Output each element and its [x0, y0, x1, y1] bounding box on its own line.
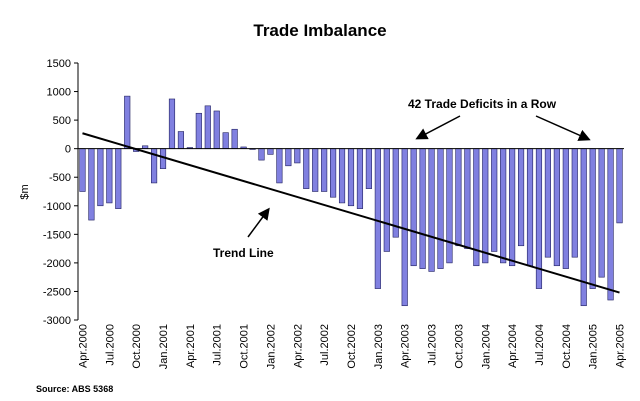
- annotation-arrow-left: [415, 115, 461, 140]
- bar-Feb.2004: [491, 148, 498, 252]
- bar-Nov.2003: [464, 148, 471, 249]
- y-axis: 1500 1000 500 0 -500 -1000 -1500 -2000 -2500 -300…: [43, 58, 78, 327]
- x-tick-label: Oct.2000: [131, 324, 143, 369]
- bar-Nov.2004: [571, 148, 578, 258]
- bar-Feb.2001: [168, 98, 176, 149]
- x-tick-label: Apr.2003: [400, 324, 412, 368]
- bar-May.2002: [303, 148, 310, 189]
- x-tick-label: Jul.2002: [319, 324, 331, 366]
- bar-Dec.2002: [365, 148, 372, 189]
- bar-Jan.2003: [374, 148, 381, 289]
- bar-Apr.2002: [294, 148, 301, 164]
- annotation-arrow-trend: [247, 207, 270, 238]
- bar-May.2000: [88, 148, 95, 221]
- bar-May.2001: [195, 112, 202, 149]
- bar-Mar.2005: [607, 148, 614, 301]
- bar-Sep.2002: [338, 148, 346, 204]
- x-tick-label: Jul.2000: [104, 324, 116, 366]
- annotation-arrow-right: [535, 115, 591, 141]
- bar-Sep.2000: [124, 95, 131, 149]
- bar-Dec.2001: [258, 148, 265, 161]
- x-tick-label: Oct.2002: [346, 324, 358, 369]
- bar-May.2004: [517, 148, 525, 247]
- bar-Feb.2002: [276, 148, 283, 184]
- source-note: Source: ABS 5368: [36, 384, 113, 394]
- bar-Mar.2001: [177, 131, 185, 149]
- bar-Mar.2003: [392, 148, 399, 238]
- bar-Aug.2002: [330, 148, 337, 198]
- x-tick-label: Jan.2002: [265, 324, 277, 369]
- x-axis: Apr.2000 Jul.2000 Oct.2000 Jan.2001 Apr.2001…: [77, 324, 626, 369]
- bar-Jul.2002: [321, 148, 328, 192]
- bar-Sep.2004: [553, 148, 560, 267]
- bar-Sep.2003: [446, 148, 453, 264]
- x-tick-label: Jan.2001: [158, 324, 170, 369]
- bar-Apr.2000: [79, 148, 86, 192]
- x-tick-label: Apr.2001: [185, 324, 197, 368]
- bar-Jun.2004: [526, 148, 534, 267]
- y-tick-label: -1500: [43, 229, 71, 241]
- x-tick-label: Apr.2002: [292, 324, 304, 368]
- chart-title: Trade Imbalance: [253, 21, 386, 40]
- annotation-deficits: 42 Trade Deficits in a Row: [408, 97, 557, 111]
- trend-line: [82, 132, 620, 294]
- bar-Dec.2003: [473, 148, 480, 267]
- y-tick-label: -1000: [43, 201, 71, 213]
- y-tick-label: -2000: [43, 258, 71, 270]
- bar-Apr.2005: [616, 148, 623, 224]
- x-tick-label: Oct.2003: [453, 324, 465, 369]
- x-tick-label: Oct.2001: [239, 324, 251, 369]
- bar-Aug.2004: [544, 148, 551, 258]
- x-tick-label: Jan.2004: [480, 324, 492, 369]
- bar-Oct.2004: [562, 148, 569, 269]
- bar-Apr.2004: [509, 148, 516, 267]
- y-axis-label: $m: [19, 184, 31, 199]
- x-tick-label: Jul.2001: [212, 324, 224, 366]
- bar-Feb.2005: [598, 148, 605, 278]
- bar-Jun.2000: [97, 148, 104, 207]
- bar-Jan.2004: [482, 148, 489, 264]
- bar-Jan.2002: [267, 148, 274, 155]
- bar-Oct.2003: [455, 148, 462, 247]
- y-tick-label: 1000: [47, 87, 71, 99]
- bar-Feb.2003: [383, 148, 390, 252]
- bar-Jun.2003: [419, 148, 426, 269]
- bar-Aug.2000: [115, 148, 122, 209]
- x-tick-label: Jan.2005: [588, 324, 600, 369]
- annotation-trend-line: Trend Line: [213, 246, 274, 260]
- bar-Jul.2001: [213, 110, 220, 149]
- bar-Mar.2004: [500, 148, 507, 264]
- y-tick-label: -2500: [43, 286, 71, 298]
- y-tick-label: -500: [49, 172, 71, 184]
- bar-series: [79, 95, 623, 307]
- x-tick-label: Apr.2000: [77, 324, 89, 368]
- bar-May.2003: [410, 148, 417, 267]
- x-tick-label: Jul.2003: [427, 324, 439, 366]
- x-tick-label: Apr.2004: [507, 324, 519, 368]
- bar-Sep.2001: [231, 128, 238, 149]
- bar-Oct.2002: [347, 148, 355, 207]
- y-tick-label: 0: [65, 144, 71, 156]
- bar-Jun.2002: [312, 148, 319, 192]
- bar-Apr.2003: [401, 148, 408, 307]
- bar-Jun.2001: [204, 105, 211, 149]
- bar-Aug.2003: [437, 148, 444, 269]
- x-tick-label: Apr.2005: [615, 324, 627, 368]
- x-tick-label: Jan.2003: [373, 324, 385, 369]
- bar-Mar.2002: [285, 148, 292, 167]
- y-tick-label: 1500: [47, 58, 71, 70]
- y-tick-label: 500: [53, 115, 71, 127]
- bar-Jan.2005: [589, 148, 596, 289]
- x-tick-label: Jul.2004: [534, 324, 546, 366]
- axes: [77, 63, 624, 320]
- bar-Jul.2000: [106, 148, 113, 204]
- bar-Jul.2003: [428, 148, 435, 272]
- bar-Aug.2001: [222, 132, 229, 149]
- bar-Nov.2002: [356, 148, 364, 209]
- y-tick-label: -3000: [43, 315, 71, 327]
- x-tick-label: Oct.2004: [561, 324, 573, 369]
